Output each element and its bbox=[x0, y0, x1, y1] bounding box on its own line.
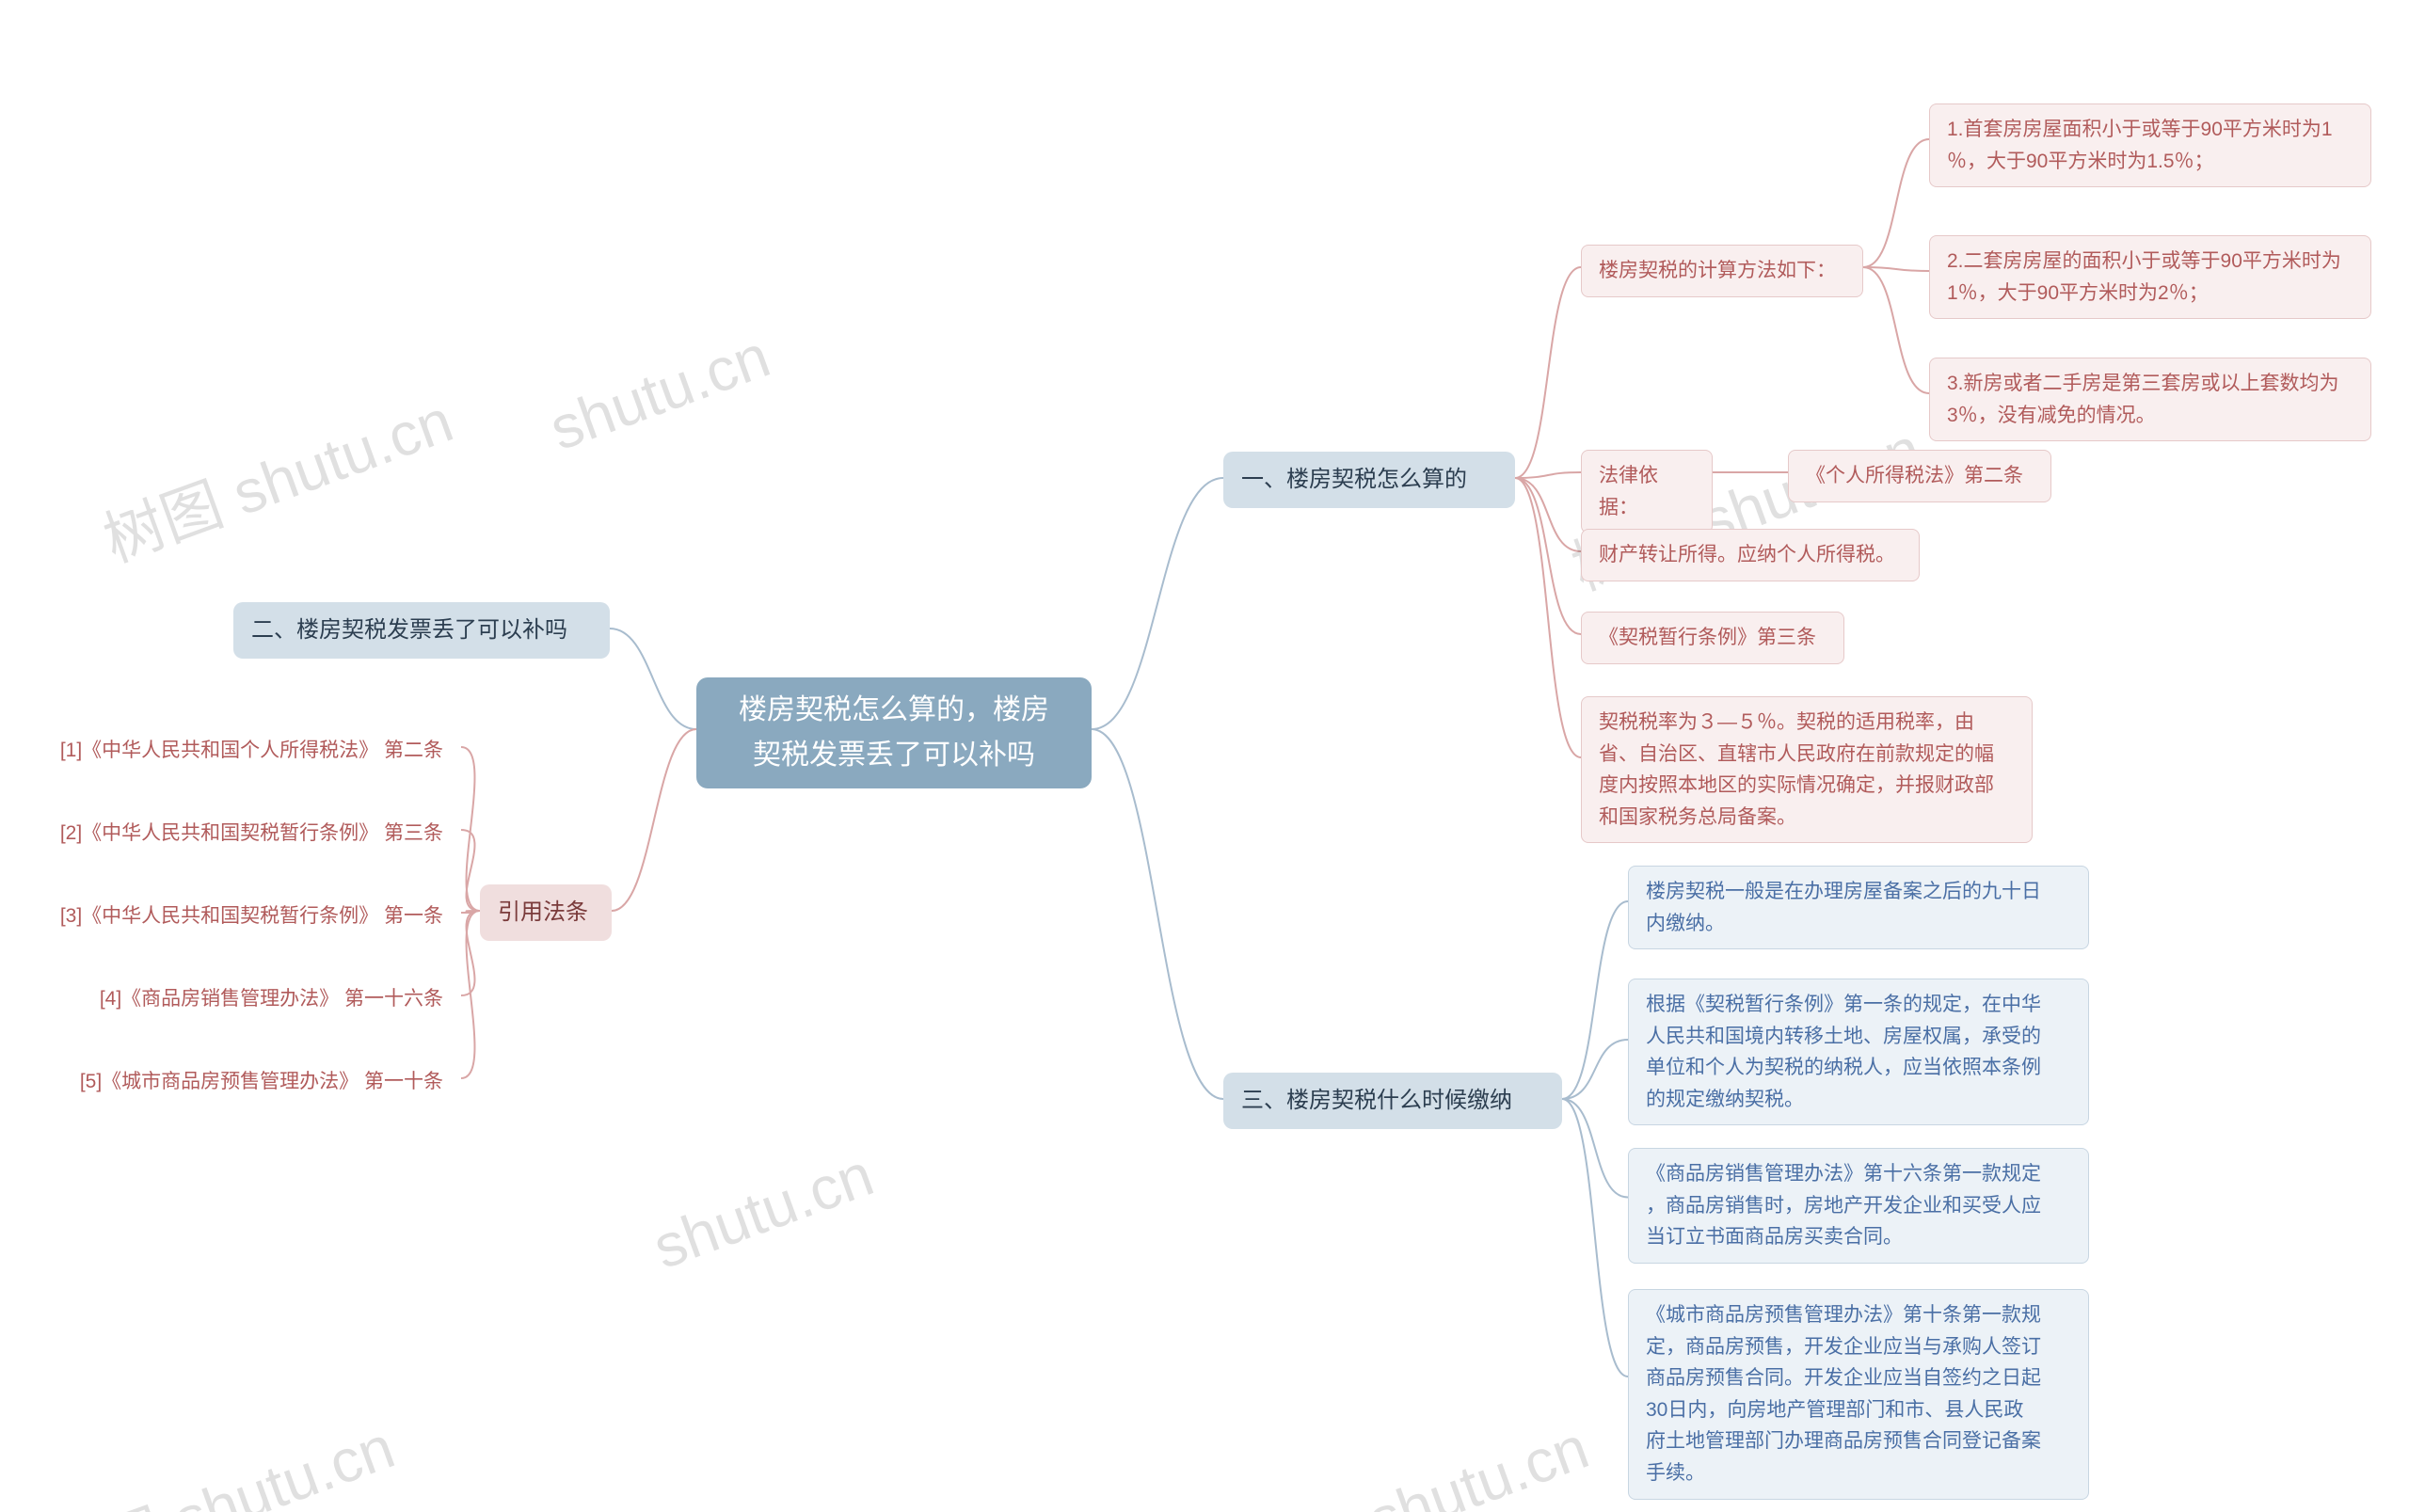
node-text-line: 内缴纳。 bbox=[1646, 913, 1725, 934]
node-s1c[interactable]: 财产转让所得。应纳个人所得税。 bbox=[1581, 529, 1920, 581]
node-text-line: 《城市商品房预售管理办法》第十条第一款规 bbox=[1646, 1304, 2041, 1326]
node-ref[interactable]: 引用法条 bbox=[480, 884, 612, 941]
watermark: 树图 shutu.cn bbox=[90, 373, 463, 579]
edge-s1-s1c bbox=[1515, 478, 1581, 551]
edge-ref-ref1 bbox=[461, 747, 480, 911]
node-ref1[interactable]: [1]《中华人民共和国个人所得税法》 第二条 bbox=[19, 724, 461, 777]
node-text-line: 省、自治区、直辖市人民政府在前款规定的幅 bbox=[1599, 743, 1994, 765]
edge-s3-s3c bbox=[1562, 1099, 1628, 1198]
node-s3c[interactable]: 《商品房销售管理办法》第十六条第一款规定 ，商品房销售时，房地产开发企业和买受人应… bbox=[1628, 1148, 2089, 1264]
node-root[interactable]: 楼房契税怎么算的，楼房契税发票丢了可以补吗 bbox=[696, 677, 1092, 788]
node-text-line: 商品房预售合同。开发企业应当自签约之日起 bbox=[1646, 1367, 2041, 1389]
node-s3b[interactable]: 根据《契税暂行条例》第一条的规定，在中华人民共和国境内转移土地、房屋权属，承受的… bbox=[1628, 979, 2089, 1125]
node-ref2[interactable]: [2]《中华人民共和国契税暂行条例》 第三条 bbox=[19, 807, 461, 860]
node-text-line: ％，大于90平方米时为1.5％； bbox=[1947, 151, 2214, 172]
edge-s3-s3a bbox=[1562, 901, 1628, 1099]
node-ref4[interactable]: [4]《商品房销售管理办法》 第一十六条 bbox=[19, 973, 461, 1026]
node-text-line: 当订立书面商品房买卖合同。 bbox=[1646, 1226, 1903, 1248]
node-s1a[interactable]: 楼房契税的计算方法如下： bbox=[1581, 245, 1863, 297]
mindmap-canvas: 树图 shutu.cnshutu.cn树图 shutu.cnshutu.cn图 … bbox=[0, 0, 2409, 1512]
node-s1a3[interactable]: 3.新房或者二手房是第三套房或以上套数均为 3％，没有减免的情况。 bbox=[1929, 358, 2371, 441]
edge-s1a-s1a3 bbox=[1863, 267, 1929, 393]
edge-s1-s1e bbox=[1515, 478, 1581, 757]
node-text-line: 契税税率为３—５％。契税的适用税率，由 bbox=[1599, 711, 1974, 733]
node-text-line: ，商品房销售时，房地产开发企业和买受人应 bbox=[1646, 1195, 2041, 1217]
node-s3d[interactable]: 《城市商品房预售管理办法》第十条第一款规定，商品房预售，开发企业应当与承购人签订… bbox=[1628, 1289, 2089, 1500]
node-text-line: 府土地管理部门办理商品房预售合同登记备案 bbox=[1646, 1430, 2041, 1452]
node-text-line: 1％，大于90平方米时为2％； bbox=[1947, 282, 2209, 304]
node-s1d[interactable]: 《契税暂行条例》第三条 bbox=[1581, 612, 1844, 664]
node-s3[interactable]: 三、楼房契税什么时候缴纳 bbox=[1223, 1073, 1562, 1129]
edge-root-s3 bbox=[1092, 729, 1223, 1099]
edge-ref-ref2 bbox=[461, 830, 480, 911]
node-text-line: 根据《契税暂行条例》第一条的规定，在中华 bbox=[1646, 994, 2041, 1015]
edge-s1a-s1a2 bbox=[1863, 267, 1929, 271]
node-text-line: 《商品房销售管理办法》第十六条第一款规定 bbox=[1646, 1163, 2041, 1185]
edge-s1-s1a bbox=[1515, 267, 1581, 478]
edge-s3-s3d bbox=[1562, 1099, 1628, 1377]
node-text-line: 楼房契税一般是在办理房屋备案之后的九十日 bbox=[1646, 881, 2041, 902]
edge-root-ref bbox=[612, 729, 696, 911]
edge-s1a-s1a1 bbox=[1863, 139, 1929, 267]
node-ref3[interactable]: [3]《中华人民共和国契税暂行条例》 第一条 bbox=[19, 890, 461, 943]
node-s1b1[interactable]: 《个人所得税法》第二条 bbox=[1788, 450, 2051, 502]
node-text-line: 2.二套房房屋的面积小于或等于90平方米时为 bbox=[1947, 250, 2341, 272]
node-text-line: 楼房契税怎么算的，楼房 bbox=[739, 694, 1049, 725]
edge-ref-ref3 bbox=[461, 911, 480, 913]
edge-root-s1 bbox=[1092, 478, 1223, 729]
node-s3a[interactable]: 楼房契税一般是在办理房屋备案之后的九十日内缴纳。 bbox=[1628, 866, 2089, 949]
node-text-line: 的规定缴纳契税。 bbox=[1646, 1089, 1804, 1110]
node-text-line: 1.首套房房屋面积小于或等于90平方米时为1 bbox=[1947, 119, 2333, 140]
node-s1b[interactable]: 法律依据： bbox=[1581, 450, 1713, 533]
node-s1a2[interactable]: 2.二套房房屋的面积小于或等于90平方米时为 1％，大于90平方米时为2％； bbox=[1929, 235, 2371, 319]
node-text-line: 3.新房或者二手房是第三套房或以上套数均为 bbox=[1947, 373, 2339, 394]
edge-s1-s1b bbox=[1515, 472, 1581, 478]
node-text-line: 定，商品房预售，开发企业应当与承购人签订 bbox=[1646, 1336, 2041, 1358]
watermark: shutu.cn bbox=[541, 321, 779, 464]
node-text-line: 单位和个人为契税的纳税人，应当依照本条例 bbox=[1646, 1057, 2041, 1078]
node-s1[interactable]: 一、楼房契税怎么算的 bbox=[1223, 452, 1515, 508]
node-ref5[interactable]: [5]《城市商品房预售管理办法》 第一十条 bbox=[19, 1056, 461, 1108]
watermark: shutu.cn bbox=[645, 1139, 883, 1282]
node-text-line: 契税发票丢了可以补吗 bbox=[753, 740, 1035, 771]
edge-s1-s1d bbox=[1515, 478, 1581, 634]
node-text-line: 30日内，向房地产管理部门和市、县人民政 bbox=[1646, 1399, 2023, 1421]
node-s2[interactable]: 二、楼房契税发票丢了可以补吗 bbox=[233, 602, 610, 659]
watermark: shutu.cn bbox=[1360, 1412, 1598, 1512]
node-s1a1[interactable]: 1.首套房房屋面积小于或等于90平方米时为1 ％，大于90平方米时为1.5％； bbox=[1929, 103, 2371, 187]
node-text-line: 手续。 bbox=[1646, 1462, 1705, 1484]
node-text-line: 3％，没有减免的情况。 bbox=[1947, 405, 2156, 426]
node-text-line: 人民共和国境内转移土地、房屋权属，承受的 bbox=[1646, 1026, 2041, 1047]
edge-s3-s3b bbox=[1562, 1040, 1628, 1099]
node-text-line: 和国家税务总局备案。 bbox=[1599, 806, 1796, 828]
edge-root-s2 bbox=[610, 629, 696, 729]
watermark: 图 shutu.cn bbox=[88, 1399, 405, 1512]
edge-ref-ref5 bbox=[461, 911, 480, 1078]
node-text-line: 度内按照本地区的实际情况确定，并报财政部 bbox=[1599, 774, 1994, 796]
node-s1e[interactable]: 契税税率为３—５％。契税的适用税率，由省、自治区、直辖市人民政府在前款规定的幅度… bbox=[1581, 696, 2033, 843]
edge-ref-ref4 bbox=[461, 911, 480, 995]
